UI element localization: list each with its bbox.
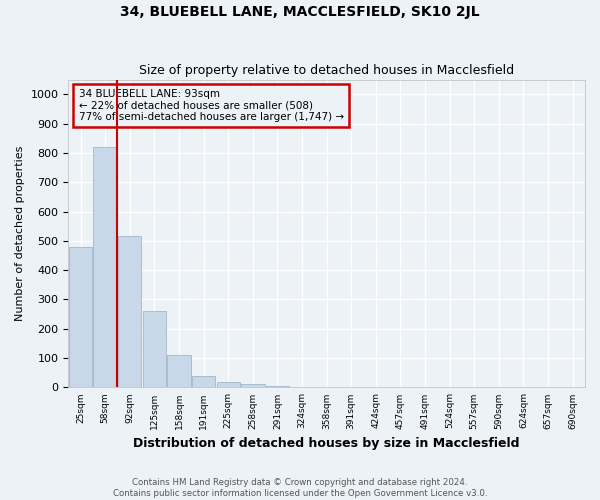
Bar [94, 147, 117, 388]
Text: 34, BLUEBELL LANE, MACCLESFIELD, SK10 2JL: 34, BLUEBELL LANE, MACCLESFIELD, SK10 2J… [120, 5, 480, 19]
Title: Size of property relative to detached houses in Macclesfield: Size of property relative to detached ho… [139, 64, 514, 77]
Bar [241, 384, 265, 388]
Bar [266, 386, 289, 388]
Text: Contains HM Land Registry data © Crown copyright and database right 2024.
Contai: Contains HM Land Registry data © Crown c… [113, 478, 487, 498]
Bar [192, 376, 215, 388]
Bar [69, 246, 92, 388]
Bar [143, 311, 166, 388]
Y-axis label: Number of detached properties: Number of detached properties [15, 146, 25, 321]
Text: 34 BLUEBELL LANE: 93sqm
← 22% of detached houses are smaller (508)
77% of semi-d: 34 BLUEBELL LANE: 93sqm ← 22% of detache… [79, 89, 344, 122]
Bar [118, 236, 142, 388]
Bar [217, 382, 240, 388]
Bar [167, 355, 191, 388]
X-axis label: Distribution of detached houses by size in Macclesfield: Distribution of detached houses by size … [133, 437, 520, 450]
